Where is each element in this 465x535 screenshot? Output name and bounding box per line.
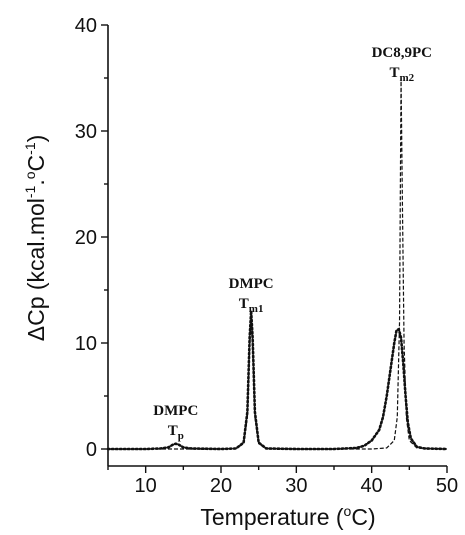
annotation-tm2-name: DC8,9PC xyxy=(372,45,432,61)
annotation-tm1-name: DMPC xyxy=(229,276,274,292)
y-tick-label: 20 xyxy=(75,227,97,249)
y-tick-label: 0 xyxy=(86,439,97,461)
x-tick-label: 40 xyxy=(361,475,383,497)
annotation-tp-symbol: Tp xyxy=(168,423,184,442)
x-axis-title: Temperature (oC) xyxy=(200,503,375,530)
y-tick-label: 40 xyxy=(75,15,97,37)
series-layer xyxy=(106,77,449,451)
series-dotted-line xyxy=(106,311,449,451)
y-axis-title: ΔCp (kcal.mol-1.oC-1) xyxy=(22,135,49,342)
x-tick-label: 30 xyxy=(285,475,307,497)
annotation-tp-name: DMPC xyxy=(153,403,198,419)
x-tick-label: 50 xyxy=(436,475,458,497)
y-tick-label: 10 xyxy=(75,333,97,355)
series-dashed-line xyxy=(108,77,448,450)
axes-layer: 10 20 30 40 50 0 10 20 30 40 xyxy=(75,15,458,497)
x-tick-label: 10 xyxy=(135,475,157,497)
x-tick-label: 20 xyxy=(210,475,232,497)
annotation-tm2-symbol: Tm2 xyxy=(389,65,414,84)
y-tick-label: 30 xyxy=(75,121,97,143)
annotation-layer: DMPC Tp DMPC Tm1 DC8,9PC Tm2 xyxy=(153,45,432,442)
annotation-tm1-symbol: Tm1 xyxy=(239,296,264,315)
